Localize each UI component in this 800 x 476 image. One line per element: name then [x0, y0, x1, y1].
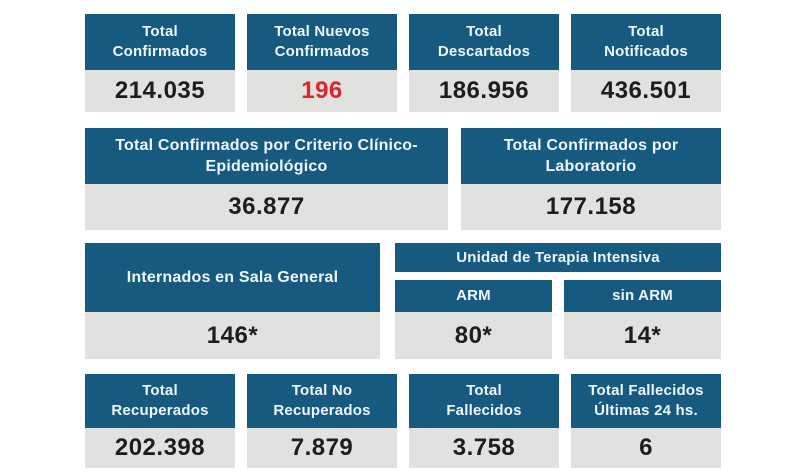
card-label: Total Confirmados por Criterio Clínico- …: [115, 136, 418, 175]
card-confirmados-laboratorio: Total Confirmados por Laboratorio 177.15…: [461, 128, 721, 230]
card-value-total-nuevos-confirmados: 196: [247, 70, 397, 112]
card-confirmados-criterio-clinico: Total Confirmados por Criterio Clínico- …: [85, 128, 448, 230]
card-icu-sin-arm: sin ARM 14*: [564, 280, 721, 359]
card-header: Total Nuevos Confirmados: [247, 14, 397, 70]
card-label: Total Confirmados por Laboratorio: [503, 136, 679, 175]
card-header: Total Confirmados por Laboratorio: [461, 128, 721, 184]
card-value-total-no-recuperados: 7.879: [247, 428, 397, 468]
card-header: Total Notificados: [571, 14, 721, 70]
card-total-recuperados: Total Recuperados 202.398: [85, 374, 235, 468]
card-total-no-recuperados: Total No Recuperados 7.879: [247, 374, 397, 468]
card-internados-sala-general: Internados en Sala General 146*: [85, 243, 380, 359]
card-label: Total No Recuperados: [273, 382, 371, 419]
card-value-fallecidos-ultimas-24hs: 6: [571, 428, 721, 468]
card-value-icu-arm: 80*: [395, 312, 552, 359]
card-value-total-descartados: 186.956: [409, 70, 559, 112]
card-header: Total Fallecidos: [409, 374, 559, 428]
icu-group-label: Unidad de Terapia Intensiva: [456, 249, 660, 266]
card-total-confirmados: Total Confirmados 214.035: [85, 14, 235, 112]
card-label: Internados en Sala General: [126, 268, 339, 286]
card-header: Total Confirmados: [85, 14, 235, 70]
card-fallecidos-ultimas-24hs: Total Fallecidos Últimas 24 hs. 6: [571, 374, 721, 468]
card-value-total-notificados: 436.501: [571, 70, 721, 112]
card-header: Total Confirmados por Criterio Clínico- …: [85, 128, 448, 184]
card-header: Internados en Sala General: [85, 243, 380, 312]
card-header: Total Recuperados: [85, 374, 235, 428]
card-icu-arm: ARM 80*: [395, 280, 552, 359]
card-header: Total Descartados: [409, 14, 559, 70]
card-total-notificados: Total Notificados 436.501: [571, 14, 721, 112]
icu-group-header: Unidad de Terapia Intensiva: [395, 243, 721, 272]
card-value-total-fallecidos: 3.758: [409, 428, 559, 468]
card-value-confirmados-laboratorio: 177.158: [461, 184, 721, 230]
card-total-nuevos-confirmados: Total Nuevos Confirmados 196: [247, 14, 397, 112]
card-label: Total Fallecidos: [446, 382, 522, 419]
card-value-icu-sin-arm: 14*: [564, 312, 721, 359]
card-total-fallecidos: Total Fallecidos 3.758: [409, 374, 559, 468]
card-total-descartados: Total Descartados 186.956: [409, 14, 559, 112]
card-label: Total Nuevos Confirmados: [274, 23, 370, 60]
card-value-confirmados-criterio-clinico: 36.877: [85, 184, 448, 230]
card-value-total-confirmados: 214.035: [85, 70, 235, 112]
card-label: sin ARM: [612, 287, 673, 305]
card-label: ARM: [456, 287, 491, 305]
card-header: sin ARM: [564, 280, 721, 312]
card-label: Total Confirmados: [112, 23, 208, 60]
card-label: Total Recuperados: [111, 382, 209, 419]
card-label: Total Notificados: [604, 23, 688, 60]
card-label: Total Descartados: [437, 23, 531, 60]
card-header: Total Fallecidos Últimas 24 hs.: [571, 374, 721, 428]
card-header: Total No Recuperados: [247, 374, 397, 428]
card-label: Total Fallecidos Últimas 24 hs.: [588, 382, 704, 419]
card-value-internados-sala-general: 146*: [85, 312, 380, 359]
card-value-total-recuperados: 202.398: [85, 428, 235, 468]
card-header: ARM: [395, 280, 552, 312]
